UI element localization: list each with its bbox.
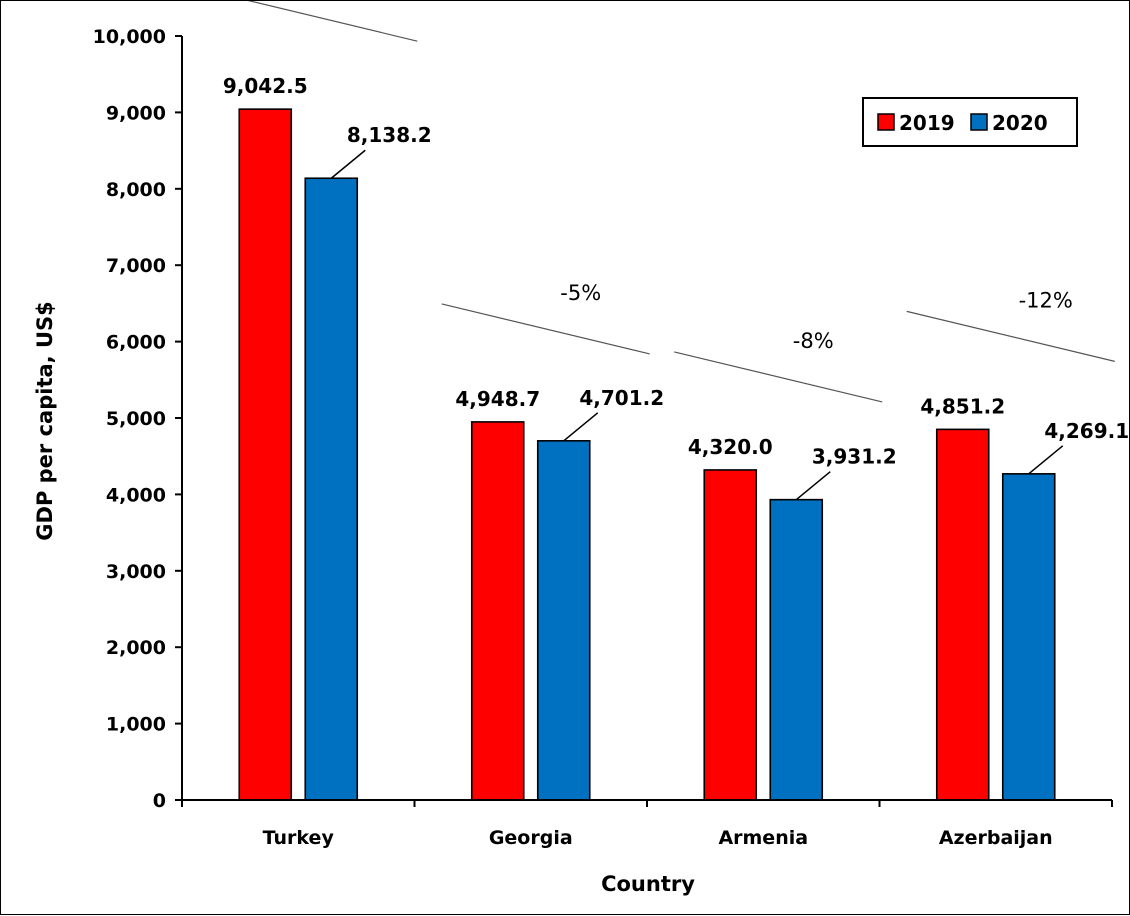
- data-label-azerbaijan-2019: 4,851.2: [920, 394, 1005, 418]
- legend-box: [862, 97, 1078, 147]
- y-tick-label: 7,000: [106, 255, 166, 277]
- data-label-turkey-2020: 8,138.2: [347, 123, 432, 147]
- bar-turkey-2019: [238, 108, 293, 801]
- y-tick-label: 5,000: [106, 408, 166, 430]
- legend-label-2019: 2019: [899, 111, 955, 135]
- change-line-georgia: [441, 303, 650, 355]
- bar-turkey-2020: [304, 177, 359, 801]
- leader-line: [795, 471, 831, 501]
- bar-azerbaijan-2020: [1001, 473, 1056, 801]
- change-line-azerbaijan: [906, 310, 1115, 362]
- y-tick-label: 10,000: [93, 26, 166, 48]
- change-label-armenia: -8%: [793, 329, 834, 353]
- data-label-azerbaijan-2020: 4,269.1: [1044, 419, 1129, 443]
- legend: 2019 2020: [862, 97, 1078, 147]
- y-tick-label: 2,000: [106, 637, 166, 659]
- data-label-georgia-2020: 4,701.2: [579, 386, 664, 410]
- bar-azerbaijan-2019: [935, 428, 990, 801]
- x-tick-label-armenia: Armenia: [718, 827, 808, 849]
- x-tick-label-turkey: Turkey: [263, 827, 335, 849]
- data-labels-layer: 9,042.5 8,138.2 4,948.7 4,701.2 4,320.0 3,931…: [223, 74, 1129, 501]
- y-tick-label: 3,000: [106, 561, 166, 583]
- x-tick-label-azerbaijan: Azerbaijan: [939, 827, 1053, 849]
- y-tick-label: 9,000: [106, 102, 166, 124]
- change-label-georgia: -5%: [560, 281, 601, 305]
- data-label-georgia-2019: 4,948.7: [455, 387, 540, 411]
- change-label-azerbaijan: -12%: [1019, 288, 1073, 312]
- change-line-armenia: [674, 351, 883, 403]
- x-tick-label-georgia: Georgia: [489, 827, 573, 849]
- leader-line: [1028, 445, 1064, 475]
- bar-armenia-2020: [769, 498, 824, 801]
- legend-swatch-2020: [970, 113, 988, 131]
- data-label-armenia-2019: 4,320.0: [688, 435, 773, 459]
- legend-swatch-2019: [877, 113, 895, 131]
- y-tick-label: 6,000: [106, 332, 166, 354]
- y-tick-label: 1,000: [106, 714, 166, 736]
- y-tick-label: 4,000: [106, 484, 166, 506]
- y-tick-label: 8,000: [106, 179, 166, 201]
- bar-georgia-2019: [470, 421, 525, 801]
- bar-georgia-2020: [536, 440, 591, 801]
- data-label-armenia-2020: 3,931.2: [812, 445, 897, 469]
- leader-line: [563, 412, 599, 442]
- data-label-turkey-2019: 9,042.5: [223, 74, 308, 98]
- change-line-turkey: [247, 1, 418, 42]
- legend-label-2020: 2020: [992, 111, 1048, 135]
- y-axis-title: GDP per capita, US$: [33, 301, 57, 540]
- bars-layer: [238, 108, 1056, 801]
- axes-layer: 0 1,000 2,000 3,000 4,000 5,000 6,000 7,000 8,00…: [93, 26, 1113, 849]
- bar-armenia-2019: [703, 469, 758, 801]
- y-tick-label: 0: [153, 790, 166, 812]
- annotations-layer: -10%-5%-8%-12%: [247, 1, 1115, 403]
- leader-line: [330, 149, 366, 179]
- x-axis-title: Country: [601, 872, 695, 896]
